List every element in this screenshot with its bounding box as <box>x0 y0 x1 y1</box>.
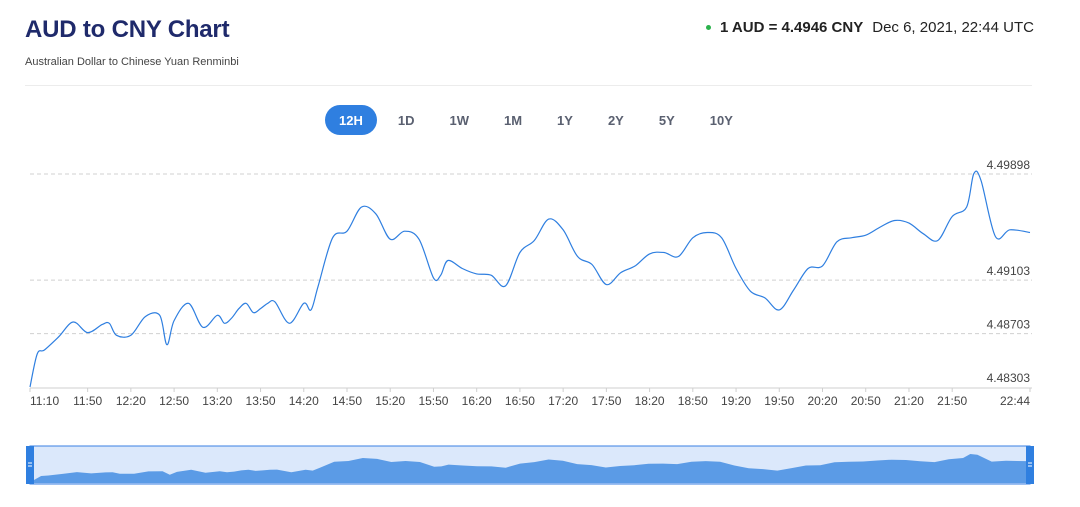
x-tick-label: 19:50 <box>764 394 794 408</box>
header-divider <box>25 85 1032 86</box>
x-tick-label: 16:20 <box>462 394 492 408</box>
x-tick-label: 22:44 <box>1000 394 1030 408</box>
range-button-1m[interactable]: 1M <box>503 112 523 128</box>
x-tick-label: 17:20 <box>548 394 578 408</box>
x-tick-label: 12:50 <box>159 394 189 408</box>
x-tick-label: 20:20 <box>807 394 837 408</box>
range-button-5y[interactable]: 5Y <box>658 112 675 128</box>
navigator-right-handle[interactable] <box>1026 446 1034 484</box>
live-status-dot-icon <box>705 25 711 30</box>
x-tick-label: 13:20 <box>202 394 232 408</box>
handle-bar[interactable] <box>26 446 34 484</box>
x-tick-label: 11:50 <box>73 394 102 408</box>
handle-bar[interactable] <box>1026 446 1034 484</box>
navigator-left-handle[interactable] <box>26 446 34 484</box>
x-tick-label: 12:20 <box>116 394 146 408</box>
range-button-1y[interactable]: 1Y <box>557 112 573 128</box>
x-tick-label: 13:50 <box>246 394 276 408</box>
range-button-2y[interactable]: 2Y <box>607 112 624 128</box>
x-tick-label: 18:20 <box>635 394 665 408</box>
x-tick-label: 14:20 <box>289 394 319 408</box>
y-tick-label: 4.49103 <box>987 264 1031 278</box>
x-tick-label: 15:50 <box>418 394 448 408</box>
page-subtitle: Australian Dollar to Chinese Yuan Renmin… <box>25 56 239 68</box>
x-tick-label: 14:50 <box>332 394 362 408</box>
x-tick-label: 21:20 <box>894 394 924 408</box>
range-navigator[interactable] <box>26 445 1034 485</box>
range-button-12h[interactable]: 12H <box>325 105 377 135</box>
x-tick-label: 16:50 <box>505 394 535 408</box>
navigator-area <box>34 454 1026 483</box>
x-tick-label: 18:50 <box>678 394 708 408</box>
x-tick-label: 20:50 <box>851 394 881 408</box>
series-line <box>29 170 1031 388</box>
x-tick-label: 17:50 <box>591 394 621 408</box>
range-button-10y[interactable]: 10Y <box>709 112 733 128</box>
y-tick-label: 4.48703 <box>987 318 1031 332</box>
x-tick-label: 19:20 <box>721 394 751 408</box>
range-button-1d[interactable]: 1D <box>397 112 415 128</box>
time-range-selector: 12H 1D 1W 1M 1Y 2Y 5Y 10Y <box>325 105 754 135</box>
y-tick-label: 4.49898 <box>987 158 1031 172</box>
x-tick-label: 21:50 <box>937 394 967 408</box>
rate-timestamp: Dec 6, 2021, 22:44 UTC <box>872 19 1034 36</box>
range-button-1w[interactable]: 1W <box>449 112 469 128</box>
page-title: AUD to CNY Chart <box>25 16 230 43</box>
rate-display: 1 AUD = 4.4946 CNY Dec 6, 2021, 22:44 UT… <box>705 19 1034 36</box>
x-tick-label: 11:10 <box>30 394 59 408</box>
y-tick-label: 4.48303 <box>987 371 1031 385</box>
rate-value: 1 AUD = 4.4946 CNY <box>719 19 864 36</box>
x-tick-label: 15:20 <box>375 394 405 408</box>
